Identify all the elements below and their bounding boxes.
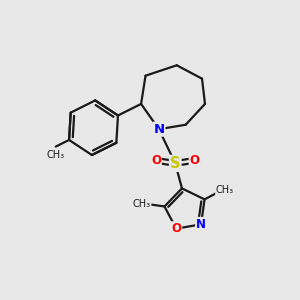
Text: CH₃: CH₃	[133, 199, 151, 209]
Text: N: N	[153, 123, 164, 136]
Text: CH₃: CH₃	[47, 150, 65, 160]
Text: CH₃: CH₃	[216, 185, 234, 195]
Text: O: O	[171, 222, 181, 235]
Text: O: O	[151, 154, 161, 167]
Text: S: S	[170, 156, 181, 171]
Text: O: O	[190, 154, 200, 167]
Text: N: N	[196, 218, 206, 231]
